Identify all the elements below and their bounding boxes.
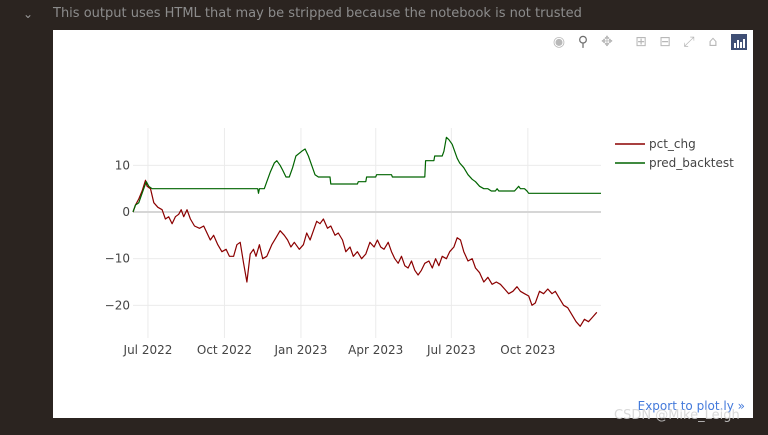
camera-icon[interactable]: ◉	[552, 34, 566, 50]
watermark: CSDN @Mike_Leigh	[614, 408, 740, 423]
zoom-in-icon[interactable]: ⊞	[635, 34, 647, 50]
x-tick-label: Apr 2023	[348, 343, 403, 357]
zoom-icon[interactable]: ⚲	[577, 34, 589, 50]
pan-icon[interactable]: ✥	[601, 34, 613, 50]
y-tick-label: −10	[105, 252, 130, 266]
grid-lines	[133, 128, 601, 338]
x-axis-ticks: Jul 2022 Oct 2022 Jan 2023 Apr 2023 Jul 2023…	[123, 343, 556, 357]
legend-label-pct_chg[interactable]: pct_chg	[649, 137, 696, 151]
autoscale-icon[interactable]: ⤢	[683, 34, 695, 50]
legend: pct_chg pred_backtest	[615, 137, 734, 170]
plotly-output-frame: ◉ ⚲ ✥ ⊞ ⊟ ⤢ ⌂ Jul 2022 Oct 2022 Jan 2023 Ap…	[53, 30, 753, 418]
y-tick-label: 0	[122, 205, 130, 219]
x-tick-label: Jul 2022	[123, 343, 173, 357]
series-lines	[132, 136, 601, 327]
untrusted-notebook-warning: This output uses HTML that may be stripp…	[53, 6, 582, 21]
export-to-plotly-link[interactable]: Export to plot.ly »	[637, 399, 745, 413]
series-line-pct_chg[interactable]	[132, 179, 598, 327]
x-tick-label: Oct 2022	[197, 343, 252, 357]
plot-area	[133, 128, 601, 338]
notebook-output-header: ⌄ This output uses HTML that may be stri…	[0, 0, 768, 30]
y-tick-label: −20	[105, 298, 130, 312]
x-tick-label: Oct 2023	[500, 343, 555, 357]
plotly-modebar: ◉ ⚲ ✥ ⊞ ⊟ ⤢ ⌂	[549, 32, 747, 52]
notebook-footer	[0, 418, 768, 435]
legend-label-pred_backtest[interactable]: pred_backtest	[649, 156, 734, 170]
series-line-pred_backtest[interactable]	[132, 136, 601, 213]
reset-axes-icon[interactable]: ⌂	[708, 34, 718, 50]
x-tick-label: Jan 2023	[273, 343, 327, 357]
y-tick-label: 10	[115, 158, 130, 172]
zoom-out-icon[interactable]: ⊟	[659, 34, 671, 50]
y-axis-ticks: 10 0 −10 −20	[105, 158, 130, 312]
x-tick-label: Jul 2023	[426, 343, 476, 357]
plotly-logo-icon[interactable]	[731, 34, 747, 50]
chevron-down-icon[interactable]: ⌄	[22, 7, 34, 21]
chart-canvas[interactable]: Jul 2022 Oct 2022 Jan 2023 Apr 2023 Jul 2023…	[53, 30, 753, 418]
